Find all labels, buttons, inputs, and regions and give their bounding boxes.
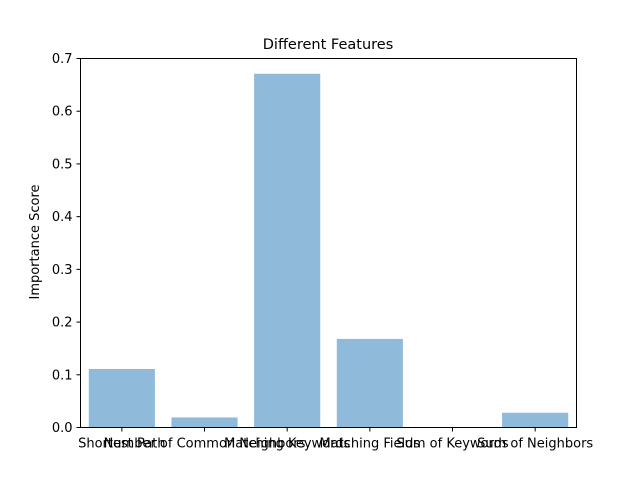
- x-tick-label: Number of Common Neighbors: [104, 437, 306, 452]
- y-tick-label: 0.2: [52, 316, 73, 331]
- y-tick-label: 0.5: [52, 157, 73, 172]
- x-tick-label: Matching Fields: [319, 437, 420, 452]
- y-tick-label: 0.6: [52, 105, 73, 120]
- y-tick-label: 0.4: [52, 210, 73, 225]
- chart-title: Different Features: [263, 37, 394, 53]
- bar-6: [502, 412, 569, 428]
- y-axis-ticks: 0.0 0.1 0.2 0.3 0.4 0.5 0.6 0.7: [52, 52, 81, 436]
- plot-frame: [80, 58, 577, 428]
- bar-1: [88, 368, 155, 428]
- y-tick-label: 0.1: [52, 368, 73, 383]
- x-tick-label: Sum of Neighbors: [477, 437, 593, 452]
- y-axis-label: Importance Score: [28, 184, 43, 299]
- bar-2: [171, 417, 238, 428]
- x-tick-label: Matching Keywords: [224, 437, 350, 452]
- x-tick-label: Shortest Path: [78, 437, 165, 452]
- y-tick-label: 0.3: [52, 263, 73, 278]
- x-tick-label: Sum of Keywords: [396, 437, 508, 452]
- y-tick-label: 0.0: [52, 421, 73, 436]
- y-tick-label: 0.7: [52, 52, 73, 67]
- bar-3: [254, 73, 321, 428]
- bars-group: [88, 73, 569, 428]
- bar-4: [336, 338, 403, 428]
